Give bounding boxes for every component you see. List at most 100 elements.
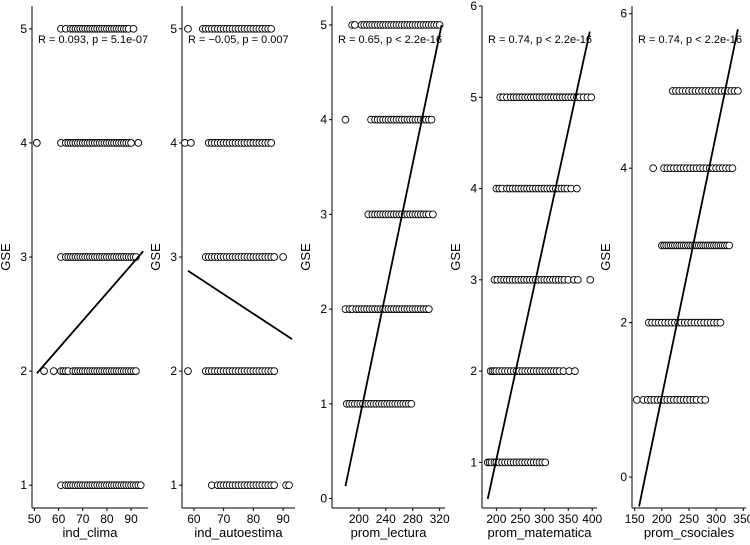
data-point [32, 139, 41, 147]
data-point [728, 164, 737, 173]
x-axis-title: prom_lectura [351, 525, 428, 540]
x-axis-title: prom_csociales [644, 525, 735, 540]
regression-line [344, 24, 443, 487]
x-tick-label: 400 [582, 512, 602, 526]
y-tick-label: 0 [320, 492, 327, 506]
x-tick-label: 60 [187, 512, 201, 526]
x-tick-label: 250 [510, 512, 530, 526]
x-axis-title: ind_clima [63, 525, 119, 540]
y-tick-label: 4 [170, 136, 177, 150]
data-point [40, 367, 48, 375]
data-point [267, 24, 276, 33]
x-tick-label: 320 [430, 512, 450, 526]
y-tick-label: 2 [170, 364, 177, 378]
x-tick-label: 80 [247, 512, 261, 526]
data-point [425, 305, 433, 313]
y-tick-label: 0 [620, 470, 627, 484]
x-tick-label: 300 [706, 512, 726, 526]
data-point [270, 481, 279, 490]
x-tick-label: 150 [625, 512, 645, 526]
data-point [132, 367, 140, 375]
x-tick-label: 50 [28, 512, 42, 526]
y-tick-label: 1 [470, 455, 477, 469]
x-tick-label: 200 [652, 512, 672, 526]
x-tick-label: 300 [534, 512, 554, 526]
data-point [184, 367, 192, 375]
data-point [285, 481, 293, 490]
data-point [541, 458, 550, 467]
correlation-annotation: R = 0.74, p < 2.2e-16 [638, 34, 742, 46]
y-tick-label: 4 [470, 182, 477, 196]
data-point [734, 87, 742, 95]
regression-line [187, 269, 293, 340]
data-point [127, 139, 135, 147]
x-tick-label: 250 [679, 512, 699, 526]
y-axis-title: GSE [598, 243, 613, 271]
x-axis-title: prom_matematica [487, 525, 592, 540]
data-point [187, 139, 195, 147]
data-point [351, 21, 359, 29]
y-tick-label: 1 [320, 397, 327, 411]
y-tick-label: 4 [320, 113, 327, 127]
y-tick-label: 4 [20, 136, 27, 150]
x-tick-label: 90 [124, 512, 138, 526]
data-point [587, 93, 596, 102]
y-tick-label: 6 [620, 7, 627, 21]
data-point [184, 24, 192, 33]
y-tick-label: 2 [320, 302, 327, 316]
x-tick-label: 90 [276, 512, 290, 526]
x-tick-label: 60 [52, 512, 66, 526]
x-tick-label: 240 [376, 512, 396, 526]
correlation-annotation: R = 0.65, p < 2.2e-16 [338, 34, 442, 46]
x-tick-label: 350 [558, 512, 578, 526]
y-axis-title: GSE [448, 243, 463, 271]
y-tick-label: 2 [620, 316, 627, 330]
y-axis-title: GSE [0, 243, 13, 271]
y-tick-label: 6 [470, 0, 477, 13]
correlation-annotation: R = −0.05, p = 0.007 [188, 34, 289, 46]
y-tick-label: 1 [170, 478, 177, 492]
data-point [134, 139, 143, 147]
y-tick-label: 3 [20, 250, 27, 264]
y-tick-label: 5 [170, 22, 177, 36]
regression-line [36, 250, 144, 374]
x-tick-label: 200 [349, 512, 369, 526]
y-axis-title: GSE [298, 243, 313, 271]
data-point [129, 24, 138, 33]
data-point [270, 367, 279, 375]
data-point [701, 396, 710, 404]
data-point [633, 396, 641, 404]
correlation-annotation: R = 0.093, p = 5.1e-07 [38, 34, 148, 46]
data-point [573, 184, 581, 193]
data-point [427, 115, 436, 124]
regression-line [486, 31, 591, 500]
x-tick-label: 200 [486, 512, 506, 526]
y-tick-label: 3 [320, 207, 327, 221]
data-point [341, 115, 350, 124]
data-point [136, 481, 145, 490]
correlation-annotation: R = 0.74, p < 2.2e-16 [488, 34, 592, 46]
panel-ind_clima: 1 2 3 4 5 50 60 70 80 90 ind_clima GSE R = 0.093, p … [0, 6, 148, 540]
y-axis-title: GSE [148, 243, 163, 271]
data-point [725, 241, 734, 250]
y-tick-label: 2 [470, 364, 477, 378]
y-tick-label: 4 [620, 161, 627, 175]
y-tick-label: 5 [20, 22, 27, 36]
y-tick-label: 2 [20, 364, 27, 378]
data-point [586, 275, 595, 284]
data-point [407, 399, 416, 408]
y-tick-label: 1 [20, 478, 27, 492]
x-tick-label: 80 [100, 512, 114, 526]
x-axis-title: ind_autoestima [194, 525, 283, 540]
data-point [270, 253, 279, 261]
y-tick-label: 3 [170, 250, 177, 264]
data-point [716, 318, 725, 327]
data-point [49, 367, 58, 375]
data-point [267, 139, 276, 147]
data-point [649, 164, 658, 173]
